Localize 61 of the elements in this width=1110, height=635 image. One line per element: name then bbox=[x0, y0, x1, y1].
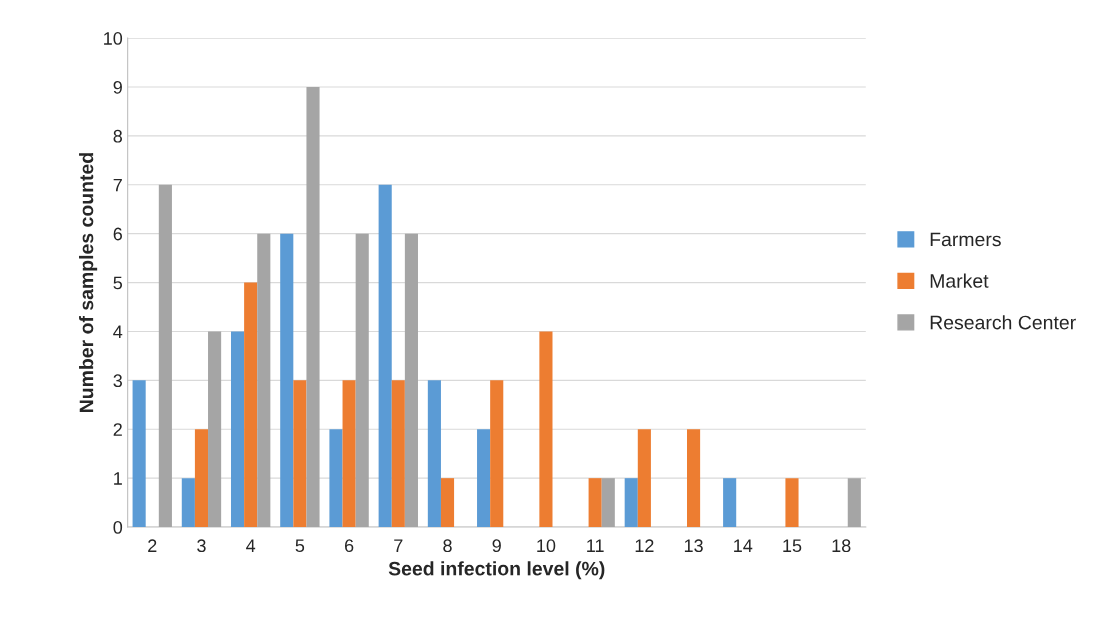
bar bbox=[230, 331, 245, 528]
bar bbox=[257, 233, 271, 528]
y-tick-label: 8 bbox=[113, 129, 122, 143]
x-tick-label: 5 bbox=[295, 539, 305, 553]
bar bbox=[601, 478, 615, 528]
x-tick-label: 7 bbox=[394, 539, 403, 552]
bar bbox=[378, 184, 392, 528]
x-axis-title: Seed infection level (%) bbox=[388, 561, 605, 580]
x-tick-label: 15 bbox=[783, 539, 802, 553]
bar bbox=[440, 478, 455, 528]
bar bbox=[244, 282, 258, 528]
bar bbox=[539, 331, 553, 528]
y-tick-label: 10 bbox=[104, 32, 123, 45]
bar bbox=[687, 429, 701, 528]
bar bbox=[785, 478, 799, 528]
bar bbox=[404, 233, 418, 528]
x-tick-label: 4 bbox=[246, 539, 256, 552]
y-tick-label: 5 bbox=[113, 276, 123, 290]
y-tick-label: 1 bbox=[114, 472, 122, 485]
y-tick-label: 4 bbox=[113, 325, 123, 339]
legend-label: Research Center bbox=[930, 315, 1076, 330]
x-tick-label: 3 bbox=[197, 539, 206, 553]
x-tick-label: 6 bbox=[344, 539, 354, 553]
bar bbox=[194, 429, 209, 528]
bar bbox=[624, 478, 638, 528]
bar bbox=[132, 380, 146, 528]
bar bbox=[280, 233, 294, 528]
x-tick-label: 14 bbox=[734, 539, 753, 552]
bar bbox=[158, 184, 172, 528]
y-tick-label: 9 bbox=[113, 80, 122, 94]
y-axis-title: Number of samples counted bbox=[79, 153, 98, 412]
bar bbox=[329, 429, 343, 528]
x-tick-label: 9 bbox=[492, 539, 501, 553]
bar bbox=[391, 380, 405, 528]
x-tick-label: 10 bbox=[537, 539, 556, 553]
bar bbox=[847, 478, 861, 528]
bar bbox=[477, 429, 491, 528]
x-tick-label: 11 bbox=[587, 539, 604, 552]
bar bbox=[490, 380, 504, 528]
bar bbox=[306, 86, 320, 528]
legend-label: Farmers bbox=[930, 232, 1001, 247]
bar bbox=[355, 233, 369, 528]
bar bbox=[208, 331, 222, 528]
y-tick-label: 3 bbox=[113, 374, 122, 388]
y-tick-label: 0 bbox=[113, 520, 123, 534]
y-tick-label: 6 bbox=[113, 227, 122, 241]
bar bbox=[723, 478, 737, 528]
x-tick-label: 2 bbox=[148, 539, 157, 552]
x-tick-label: 8 bbox=[443, 539, 452, 553]
x-tick-label: 13 bbox=[684, 539, 703, 553]
legend-label: Market bbox=[930, 273, 989, 288]
bar bbox=[293, 380, 307, 528]
y-tick-label: 2 bbox=[113, 423, 122, 436]
bar bbox=[588, 478, 602, 528]
x-tick-label: 12 bbox=[635, 539, 654, 552]
y-tick-label: 7 bbox=[113, 178, 122, 192]
bar bbox=[427, 380, 441, 528]
bar bbox=[342, 380, 356, 528]
bar bbox=[637, 429, 651, 528]
x-tick-label: 18 bbox=[832, 539, 851, 553]
bar bbox=[181, 478, 195, 528]
